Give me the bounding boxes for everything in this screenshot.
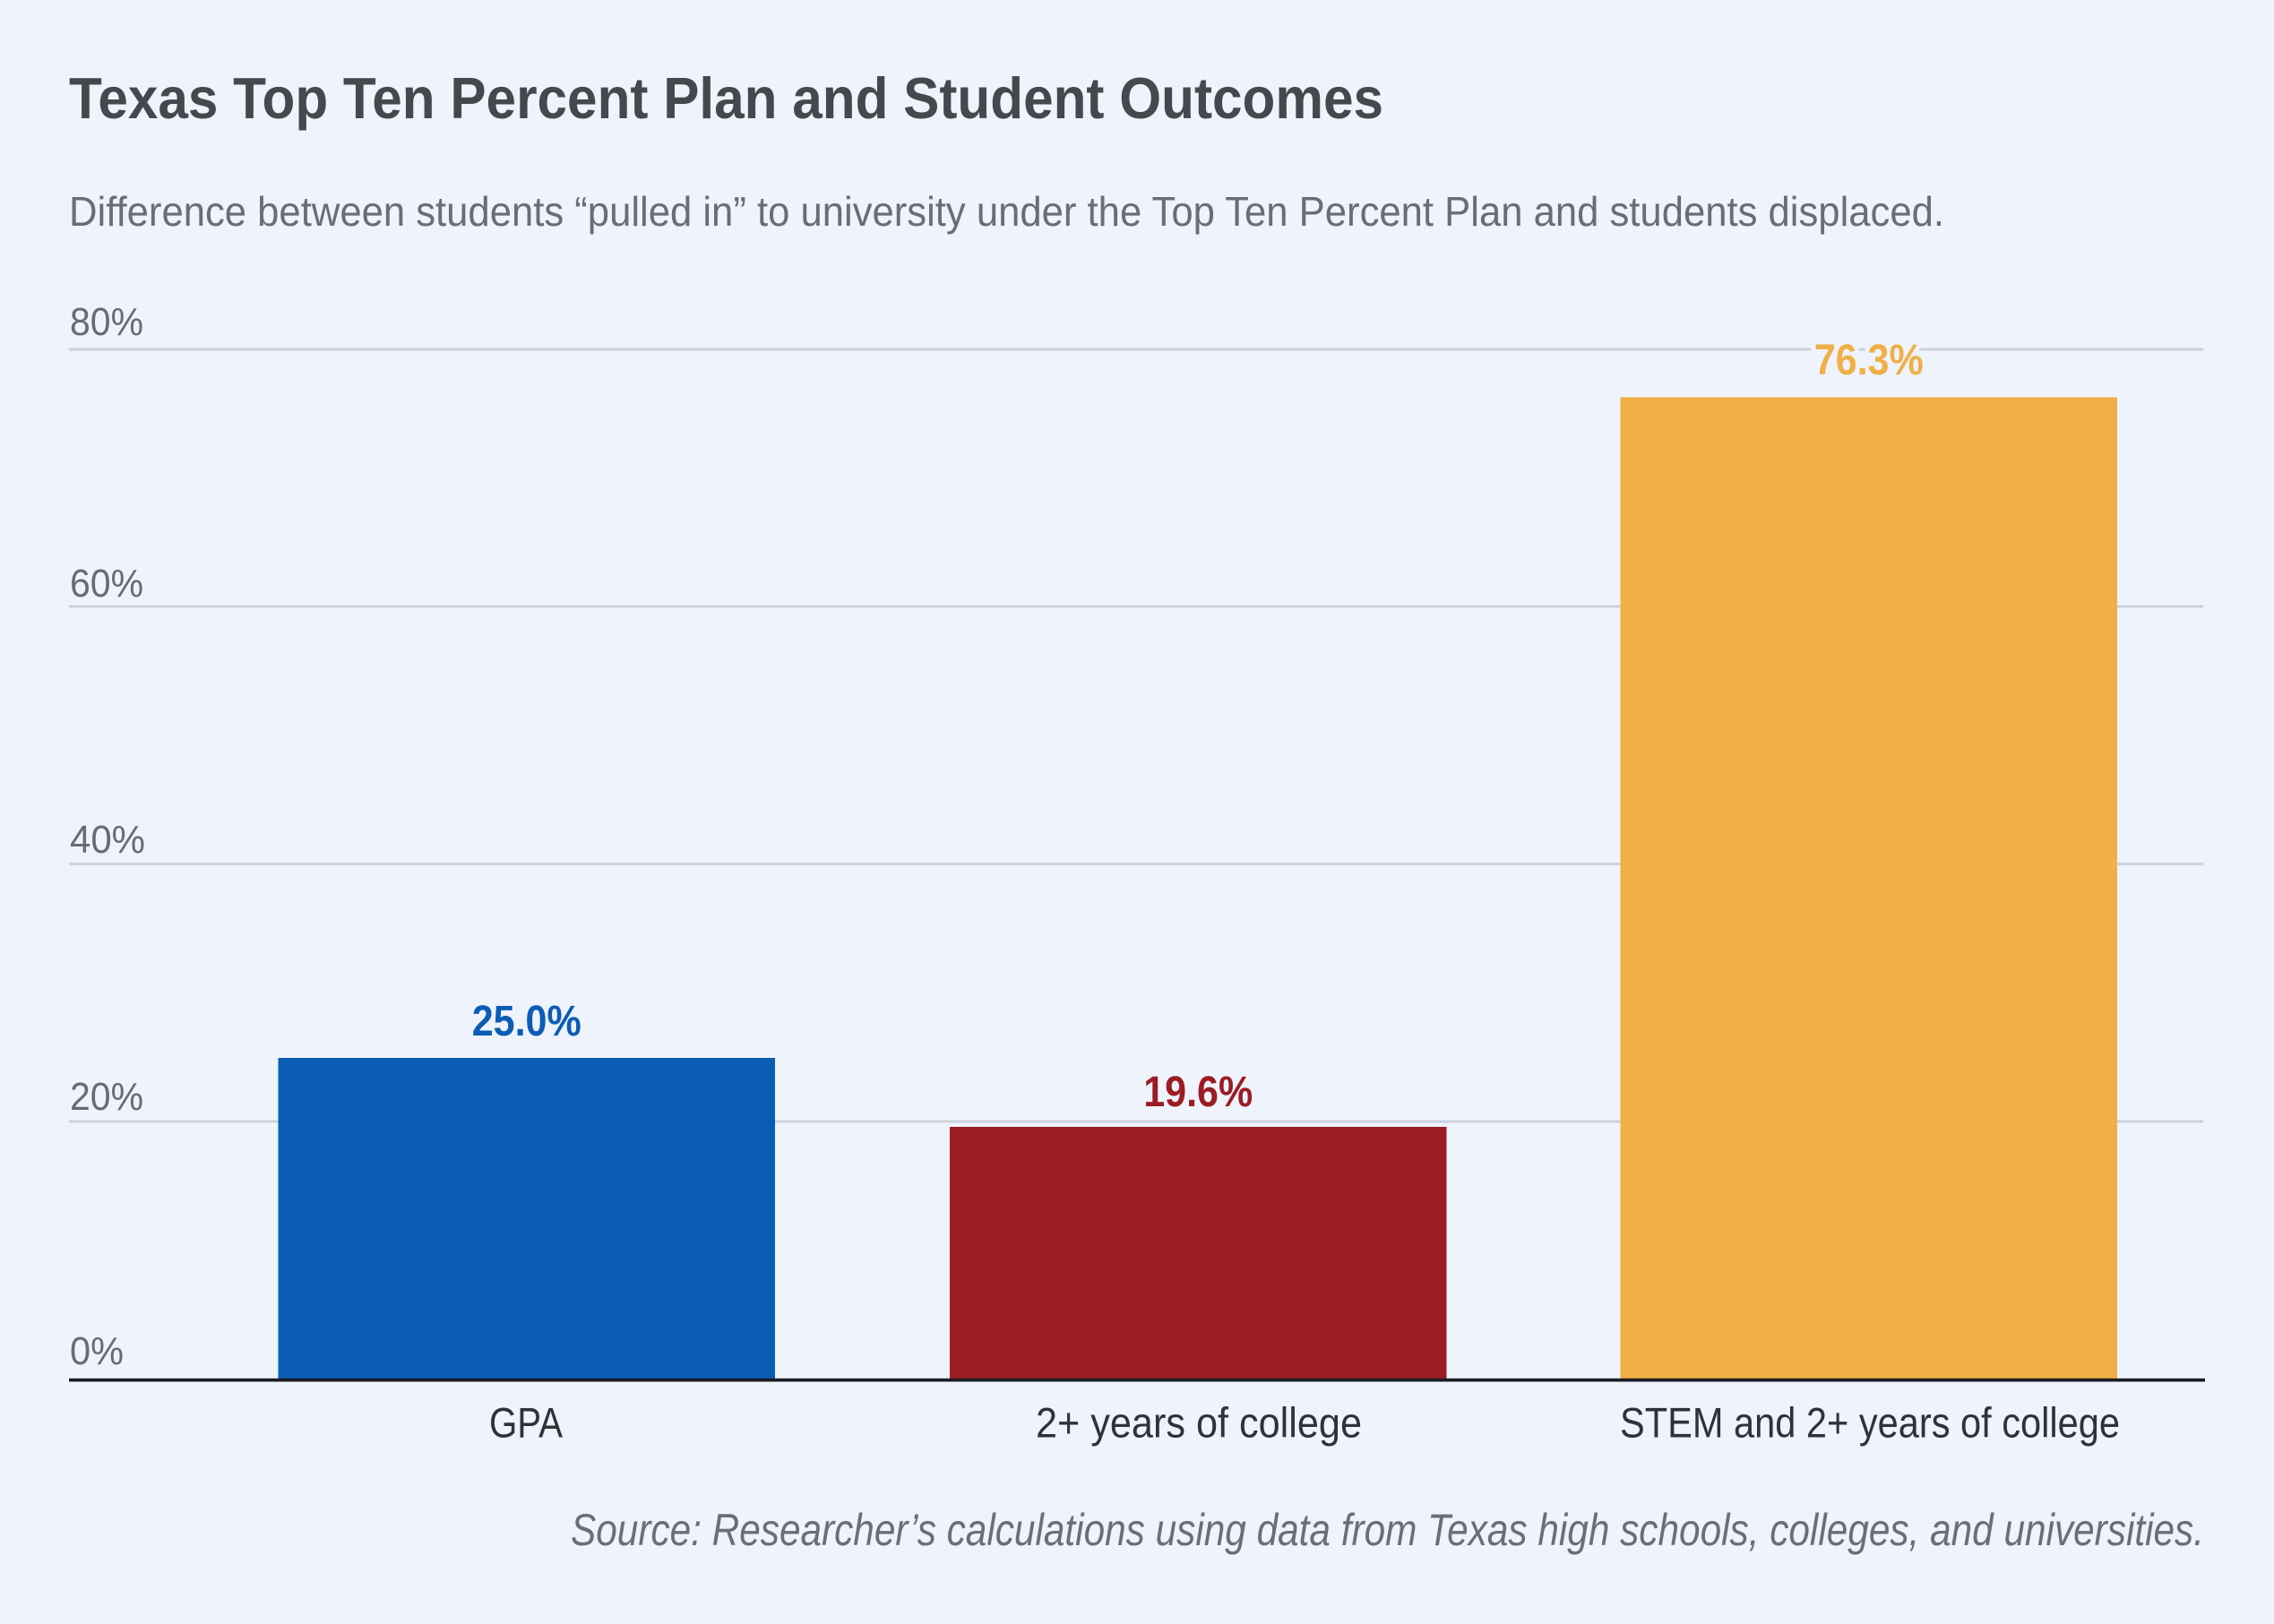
- svg-text:20%: 20%: [70, 1076, 143, 1119]
- svg-text:76.3%: 76.3%: [1814, 337, 1924, 384]
- svg-text:2+ years of college: 2+ years of college: [1036, 1399, 1362, 1447]
- svg-text:80%: 80%: [70, 301, 143, 344]
- svg-text:19.6%: 19.6%: [1143, 1069, 1253, 1116]
- svg-text:Texas Top Ten Percent Plan and: Texas Top Ten Percent Plan and Student O…: [69, 65, 1383, 131]
- svg-text:40%: 40%: [70, 819, 145, 862]
- svg-text:60%: 60%: [70, 563, 143, 606]
- svg-text:STEM and 2+ years of college: STEM and 2+ years of college: [1620, 1399, 2120, 1447]
- svg-text:Source: Researcher’s calculati: Source: Researcher’s calculations using …: [571, 1504, 2204, 1555]
- svg-text:25.0%: 25.0%: [472, 998, 581, 1045]
- svg-text:0%: 0%: [70, 1330, 124, 1373]
- svg-text:Difference between students “p: Difference between students “pulled in” …: [69, 188, 1944, 235]
- svg-text:GPA: GPA: [489, 1399, 564, 1447]
